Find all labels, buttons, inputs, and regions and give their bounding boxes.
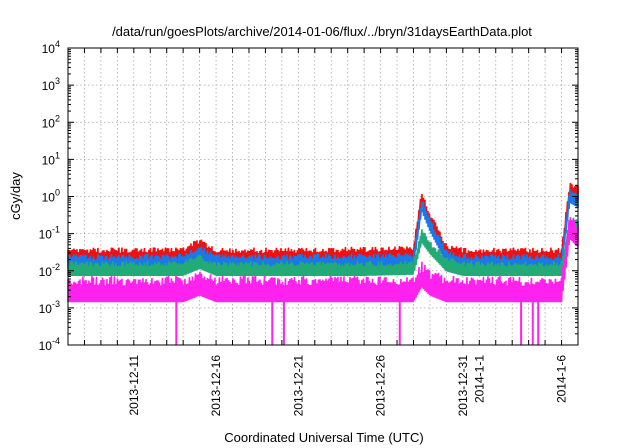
y-tick-label: 100 <box>42 188 60 205</box>
series-line-0 <box>67 182 579 263</box>
x-tick-label: 2013-12-11 <box>127 355 141 416</box>
y-tick-label: 101 <box>42 150 60 167</box>
y-tick-label: 10-2 <box>39 262 60 279</box>
y-tick-label: 104 <box>42 39 60 56</box>
y-tick-exponent: -2 <box>52 262 60 272</box>
y-tick-mantissa: 10 <box>39 265 53 279</box>
y-axis-label: cGy/day <box>8 172 23 220</box>
chart-title: /data/run/goesPlots/archive/2014-01-06/f… <box>112 24 532 39</box>
y-tick-label: 10-3 <box>39 299 60 316</box>
y-tick-mantissa: 10 <box>39 228 53 242</box>
x-axis-label: Coordinated Universal Time (UTC) <box>224 430 423 445</box>
y-tick-exponent: 2 <box>55 113 60 123</box>
y-tick-exponent: 3 <box>55 76 60 86</box>
x-tick-label: 2013-12-31 <box>456 355 470 417</box>
y-tick-exponent: 0 <box>55 188 60 198</box>
y-tick-label: 10-4 <box>39 336 60 353</box>
y-tick-exponent: 1 <box>55 150 60 160</box>
x-tick-label: 2013-12-26 <box>374 355 388 417</box>
series-layer <box>67 182 579 345</box>
y-tick-mantissa: 10 <box>42 191 56 205</box>
y-tick-mantissa: 10 <box>42 79 56 93</box>
series-line-2 <box>67 217 579 277</box>
series-line-3 <box>67 217 579 303</box>
y-tick-label: 10-1 <box>39 225 60 242</box>
y-tick-mantissa: 10 <box>42 153 56 167</box>
x-tick-label: 2014-1-1 <box>472 355 486 403</box>
x-tick-label: 2014-1-6 <box>555 355 569 403</box>
y-tick-exponent: -4 <box>52 336 60 346</box>
y-tick-mantissa: 10 <box>42 42 56 56</box>
y-tick-exponent: -3 <box>52 299 60 309</box>
x-tick-label: 2013-12-16 <box>209 355 223 417</box>
y-tick-label: 103 <box>42 76 60 93</box>
x-axis-ticks: 2013-12-11 2013-12-16 2013-12-21 2013-12-26… <box>67 48 579 417</box>
y-tick-mantissa: 10 <box>39 302 53 316</box>
y-tick-exponent: 4 <box>55 39 60 49</box>
y-tick-mantissa: 10 <box>39 339 53 353</box>
y-tick-exponent: -1 <box>52 225 60 235</box>
y-tick-mantissa: 10 <box>42 116 56 130</box>
grid-lines <box>67 47 579 346</box>
y-tick-label: 102 <box>42 113 60 130</box>
x-tick-label: 2013-12-21 <box>291 355 305 417</box>
